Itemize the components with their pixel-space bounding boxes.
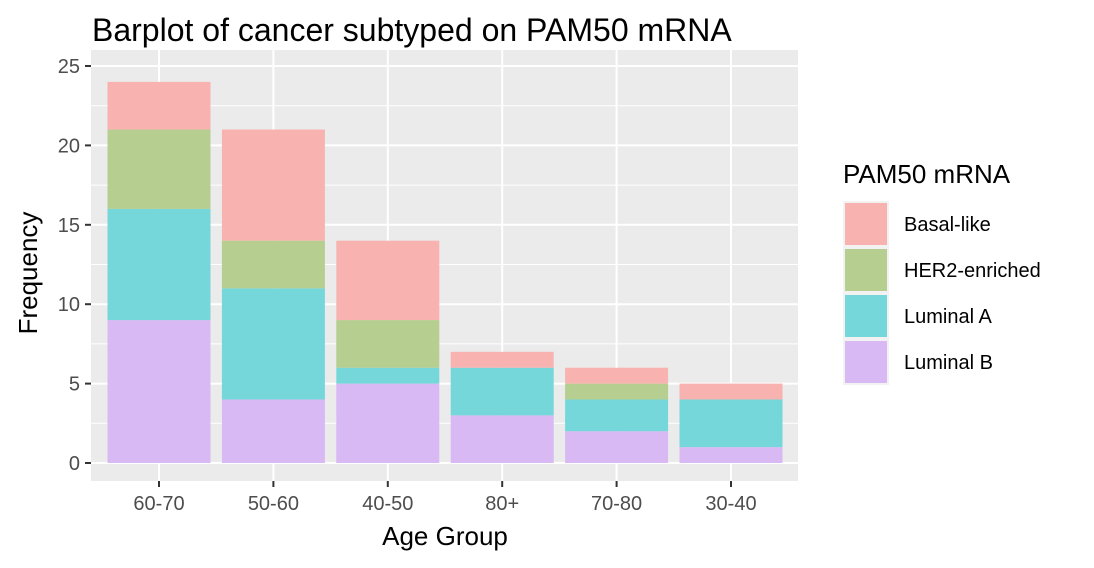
bar-segment-her2-enriched-70-80 <box>565 383 669 400</box>
y-tick-label: 20 <box>58 135 80 157</box>
legend-label: Luminal B <box>904 352 993 374</box>
x-tick-label: 50-60 <box>248 493 299 515</box>
legend: PAM50 mRNA Basal-like HER2-enriched Lumina… <box>843 159 1041 385</box>
bar-segment-basal-like-60-70 <box>107 81 211 130</box>
bar-segment-her2-enriched-50-60 <box>221 240 325 289</box>
y-axis-title: Frequency <box>13 212 43 335</box>
legend-title: PAM50 mRNA <box>843 159 1011 189</box>
y-tick-label: 0 <box>69 453 80 475</box>
legend-key-swatch <box>845 341 887 383</box>
x-axis-title: Age Group <box>382 521 508 551</box>
y-tick-label: 15 <box>58 215 80 237</box>
bar-segment-basal-like-40-50 <box>336 240 440 321</box>
axes-layer: 0 5 10 15 20 25 60-70 50-60 40-50 80+ 70-80 30-40 <box>58 56 757 515</box>
chart-title: Barplot of cancer subtyped on PAM50 mRNA <box>92 12 732 48</box>
bar-segment-her2-enriched-40-50 <box>336 320 440 368</box>
x-tick-label: 70-80 <box>591 493 642 515</box>
bar-segment-luminal-a-40-50 <box>336 367 440 384</box>
y-tick-label: 10 <box>58 294 80 316</box>
bar-segment-luminal-b-60-70 <box>107 320 211 463</box>
legend-key-swatch <box>845 249 887 291</box>
x-tick-label: 30-40 <box>705 493 756 515</box>
bar-segment-luminal-b-40-50 <box>336 383 440 463</box>
bar-segment-basal-like-70-80 <box>565 367 669 384</box>
bar-segment-basal-like-50-60 <box>221 129 325 241</box>
legend-key-swatch <box>845 295 887 337</box>
bar-segment-luminal-b-70-80 <box>565 431 669 463</box>
bar-segment-basal-like-80+ <box>450 351 554 368</box>
legend-label: HER2-enriched <box>904 260 1041 282</box>
bars-layer <box>107 81 783 463</box>
bar-segment-her2-enriched-60-70 <box>107 129 211 209</box>
bar-segment-luminal-a-50-60 <box>221 288 325 400</box>
bar-segment-luminal-b-50-60 <box>221 399 325 463</box>
legend-key-swatch <box>845 203 887 245</box>
y-tick-label: 5 <box>69 374 80 396</box>
x-tick-label: 60-70 <box>133 493 184 515</box>
bar-segment-luminal-b-30-40 <box>679 447 783 463</box>
x-tick-label: 40-50 <box>362 493 413 515</box>
y-tick-label: 25 <box>58 56 80 78</box>
bar-segment-luminal-b-80+ <box>450 415 554 463</box>
bar-segment-basal-like-30-40 <box>679 383 783 400</box>
bar-segment-luminal-a-80+ <box>450 367 554 416</box>
bar-segment-luminal-a-60-70 <box>107 208 211 321</box>
legend-label: Luminal A <box>904 306 992 328</box>
bar-segment-luminal-a-30-40 <box>679 399 783 448</box>
bar-segment-luminal-a-70-80 <box>565 399 669 432</box>
legend-label: Basal-like <box>904 214 991 236</box>
x-tick-label: 80+ <box>485 493 519 515</box>
